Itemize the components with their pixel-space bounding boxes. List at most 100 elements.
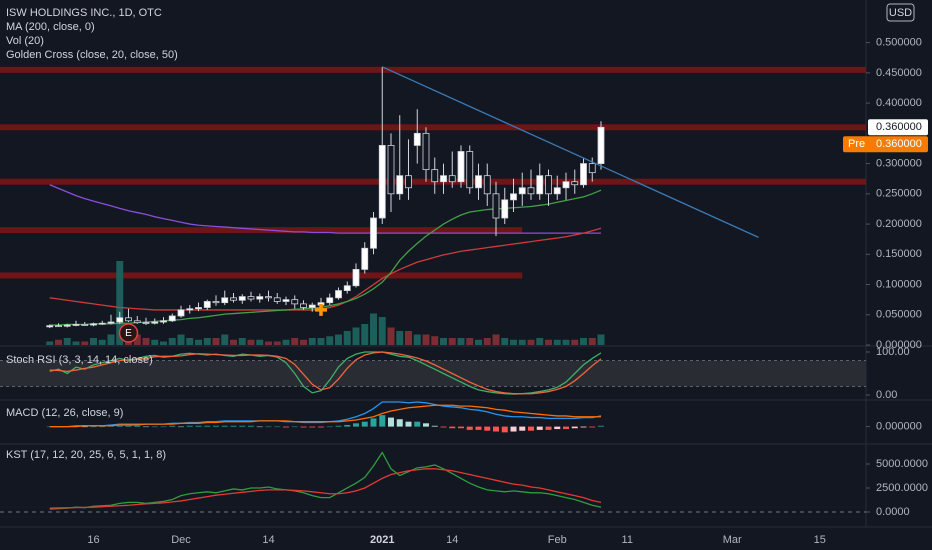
currency-label[interactable]: USD — [889, 7, 912, 19]
y-tick-label: 0.300000 — [876, 157, 922, 169]
candle-body — [562, 181, 570, 189]
histogram-bar — [545, 426, 552, 430]
volume-bar — [116, 261, 124, 345]
histogram-bar — [248, 425, 254, 427]
volume-bar — [466, 338, 474, 345]
histogram-bar — [125, 425, 132, 427]
volume-bar — [46, 341, 54, 345]
x-tick-label: 16 — [87, 534, 99, 546]
indicator-line — [49, 468, 602, 509]
histogram-bar — [396, 419, 403, 427]
histogram-bar — [466, 426, 473, 430]
candle-body — [221, 297, 229, 304]
candle-body — [431, 169, 439, 183]
volume-bar — [545, 339, 552, 345]
volume-bar — [151, 339, 159, 345]
histogram-bar — [221, 425, 228, 427]
histogram-bar — [475, 426, 482, 430]
volume-bar — [571, 339, 579, 345]
candle-body — [230, 297, 237, 301]
moving-average — [49, 189, 602, 326]
volume-bar — [370, 313, 377, 345]
volume-bar — [107, 334, 115, 345]
volume-bar — [553, 339, 561, 345]
volume-bar — [483, 338, 491, 345]
candle-body — [265, 296, 272, 299]
candle-body — [291, 299, 299, 305]
volume-bar — [405, 331, 412, 345]
histogram-bar — [344, 424, 351, 427]
x-tick-label: 11 — [622, 534, 633, 546]
candle-body — [186, 308, 194, 311]
volume-bar — [597, 334, 605, 345]
candle-body — [396, 175, 404, 195]
volume-bar — [300, 339, 307, 345]
candle-body — [177, 309, 185, 317]
volume-bar — [72, 341, 80, 345]
volume-bar — [177, 334, 185, 345]
histogram-bar — [423, 423, 429, 427]
candle-body — [98, 322, 106, 325]
y-tick-label: 0.250000 — [876, 188, 922, 200]
volume-bar — [168, 338, 176, 345]
pre-market-label: 0.360000 — [876, 138, 922, 150]
plot-layer: 0.000000 0.050000 0.100000 0.150000 0.200000… — [0, 37, 928, 546]
histogram-bar — [300, 426, 307, 428]
candle-body — [361, 247, 369, 270]
candle-body — [46, 325, 54, 328]
candle-body — [55, 325, 62, 328]
candle-body — [352, 269, 360, 287]
candle-body — [553, 187, 561, 195]
histogram-bar — [501, 426, 508, 433]
candle-body — [81, 324, 89, 326]
volume-bar — [212, 338, 220, 345]
histogram-bar — [571, 426, 578, 429]
y-tick-label: 0.00 — [876, 389, 897, 401]
histogram-bar — [230, 425, 237, 427]
volume-bar — [308, 338, 316, 345]
candle-body — [580, 163, 587, 186]
x-tick-label: 15 — [814, 534, 826, 546]
histogram-bar — [536, 426, 543, 430]
histogram-bar — [563, 426, 569, 430]
histogram-bar — [195, 425, 202, 427]
volume-bar — [536, 338, 544, 345]
candle-body — [63, 324, 71, 327]
histogram-bar — [431, 425, 438, 427]
y-tick-label: 100.00 — [876, 346, 910, 358]
histogram-bar — [353, 423, 359, 427]
earnings-label: E — [125, 328, 132, 339]
histogram-bar — [186, 425, 193, 427]
indicator-line — [49, 451, 602, 510]
earnings-marker — [118, 323, 139, 343]
candle-body — [378, 145, 386, 219]
candle-body — [510, 193, 517, 201]
histogram-bar — [204, 425, 211, 427]
candle-body — [597, 126, 605, 164]
histogram-bar — [265, 426, 272, 428]
y-tick-label: 0.000000 — [876, 421, 922, 433]
histogram-bar — [510, 426, 517, 432]
y-tick-label: 0.050000 — [876, 309, 922, 321]
volume-bar — [562, 339, 570, 345]
y-tick-label: 0.000000 — [876, 339, 922, 351]
volume-bar — [186, 338, 194, 345]
histogram-bar — [458, 426, 464, 429]
histogram-bar — [274, 426, 281, 428]
candle-body — [72, 324, 80, 326]
volume-bar — [422, 334, 430, 345]
x-tick-label: 14 — [446, 534, 458, 546]
candle-body — [90, 323, 97, 326]
candle-body — [343, 285, 351, 291]
resistance-level — [0, 272, 523, 279]
legend-item: MA (200, close, 0) — [6, 21, 95, 33]
volume-bar — [203, 338, 211, 345]
last-price-badge — [868, 119, 928, 136]
histogram-bar — [90, 426, 97, 428]
candle-body — [308, 304, 316, 308]
volume-bar — [440, 338, 447, 345]
volume-bar — [273, 341, 281, 345]
histogram-bar — [309, 426, 316, 428]
currency-badge[interactable] — [886, 3, 915, 22]
